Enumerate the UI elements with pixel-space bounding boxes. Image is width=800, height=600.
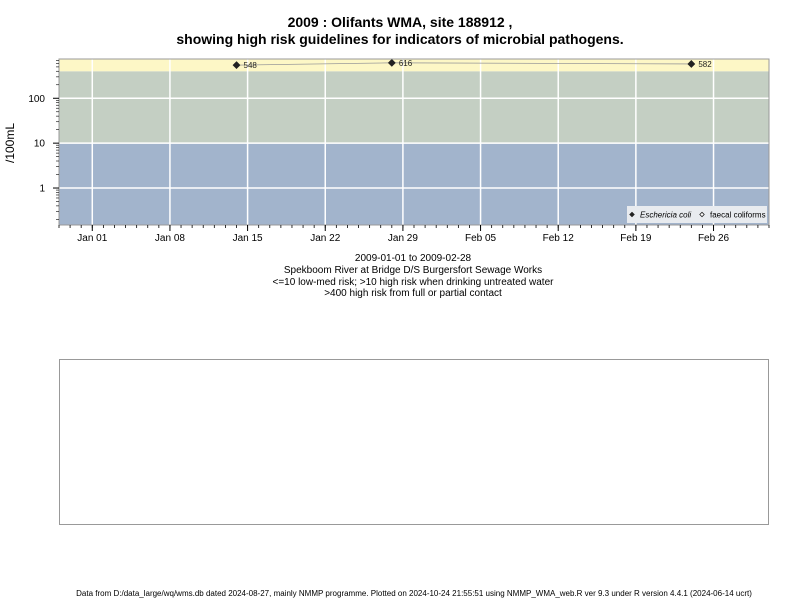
site-caption: Spekboom River at Bridge D/S Burgersfort…	[283, 265, 543, 276]
data-point	[232, 61, 241, 70]
x-tick-label: Jan 29	[388, 233, 418, 244]
legend-marker	[629, 211, 635, 218]
risk-band-2	[59, 59, 769, 72]
x-tick-label: Jan 22	[310, 233, 340, 244]
x-axis: Jan 01 Jan 08 Jan 15 Jan 22 Jan 29 Feb 05 Feb …	[58, 225, 770, 244]
risk-band-1	[59, 71, 769, 144]
footer-note: Data from D:/data_large/wq/wms.db dated …	[76, 589, 752, 598]
x-tick-label: Jan 01	[77, 233, 107, 244]
date-range-caption: 2009-01-01 to 2009-02-28	[354, 253, 472, 264]
x-tick-label: Feb 12	[543, 233, 575, 244]
x-tick-label: Feb 05	[465, 233, 497, 244]
y-axis-label: /100mL	[3, 123, 17, 163]
x-tick-label: Jan 15	[233, 233, 263, 244]
legend: Eschericia coli faecal coliforms	[627, 206, 767, 223]
chart-subtitle: showing high risk guidelines for indicat…	[176, 31, 624, 47]
data-point	[687, 60, 696, 68]
data-label: 582	[698, 60, 712, 69]
y-tick-label: 10	[34, 139, 46, 150]
x-tick-label: Jan 08	[155, 233, 185, 244]
y-axis: 1 10 100	[28, 60, 59, 220]
empty-plot-panel	[59, 359, 769, 525]
risk-note-1: <=10 low-med risk; >10 high risk when dr…	[272, 277, 554, 288]
legend-marker	[699, 211, 705, 218]
y-tick-label: 100	[28, 94, 45, 105]
x-tick-label: Feb 19	[620, 233, 652, 244]
legend-box	[627, 206, 767, 223]
data-points: 548 616 582	[232, 58, 712, 70]
y-tick-label: 1	[39, 184, 45, 195]
data-label: 548	[244, 61, 258, 70]
chart-title: 2009 : Olifants WMA, site 188912 ,	[287, 14, 513, 30]
legend-label: faecal coliforms	[710, 211, 766, 220]
risk-bands	[59, 59, 769, 225]
grid-lines	[59, 59, 769, 225]
data-label: 616	[399, 59, 413, 68]
legend-label: Eschericia coli	[640, 211, 691, 220]
risk-note-2: >400 high risk from full or partial cont…	[324, 288, 502, 299]
x-tick-label: Feb 26	[698, 233, 730, 244]
data-point	[387, 58, 396, 67]
